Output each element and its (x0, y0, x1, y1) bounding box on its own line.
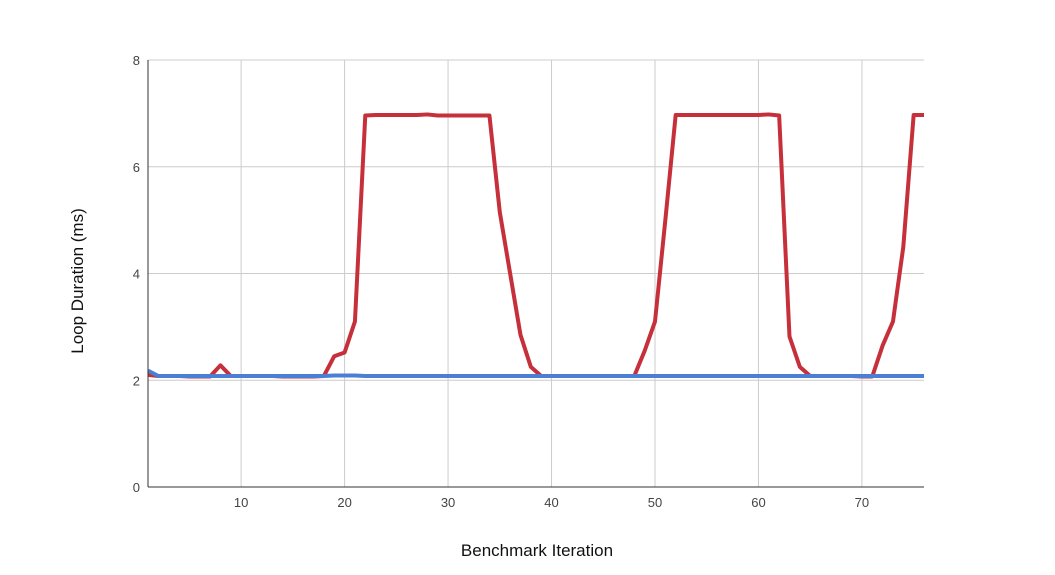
x-tick-label: 70 (855, 495, 869, 510)
x-tick-label: 30 (441, 495, 455, 510)
y-tick-label: 2 (133, 373, 140, 388)
x-tick-label: 40 (544, 495, 558, 510)
grid (148, 59, 924, 488)
x-axis-title: Benchmark Iteration (461, 541, 613, 560)
series-line-1 (147, 112, 924, 379)
x-axis: 10 20 30 40 50 60 70 (148, 486, 924, 510)
y-axis-title: Loop Duration (ms) (68, 208, 87, 354)
x-tick-label: 10 (234, 495, 248, 510)
y-tick-label: 6 (133, 160, 140, 175)
x-tick-label: 60 (751, 495, 765, 510)
y-tick-label: 0 (133, 480, 140, 495)
series-line-2 (147, 368, 924, 378)
x-tick-label: 50 (648, 495, 662, 510)
y-tick-label: 8 (133, 53, 140, 68)
y-axis: 0 2 4 6 8 (133, 53, 149, 495)
series-lines (147, 112, 924, 379)
y-tick-label: 4 (133, 267, 140, 282)
x-tick-label: 20 (337, 495, 351, 510)
